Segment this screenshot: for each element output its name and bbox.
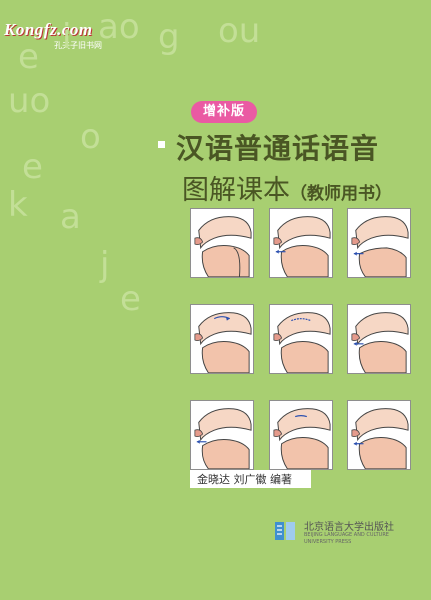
title-bullet [158, 141, 165, 148]
decor-letter: j [100, 245, 110, 285]
decor-letter: e [22, 147, 43, 187]
decor-letter: g [158, 17, 180, 57]
publisher-name-cn: 北京语言大学出版社 [304, 522, 394, 533]
decor-letter: i [62, 17, 72, 57]
articulation-diagram [347, 304, 411, 374]
decor-letter: k [8, 185, 28, 225]
decor-letter: ao [98, 7, 140, 47]
publisher-name-en-line1: BEIJING LANGUAGE AND CULTURE [304, 532, 389, 538]
decor-letter: e [120, 279, 141, 319]
watermark: Kongfz.com 孔夫子旧书网 [4, 20, 102, 50]
publisher-block: 北京语言大学出版社 BEIJING LANGUAGE AND CULTURE U… [274, 514, 424, 554]
watermark-site: Kongfz.com [4, 20, 93, 39]
decor-letter: ou [218, 11, 261, 51]
edition-badge: 增补版 [191, 101, 257, 123]
articulation-diagram-grid [190, 208, 413, 470]
articulation-diagram [190, 208, 254, 278]
decor-letter: a [60, 197, 81, 237]
publisher-logo-icon [275, 522, 295, 540]
book-subtitle: 图解课本（教师用书） [182, 168, 392, 207]
publisher-name-en: BEIJING LANGUAGE AND CULTURE UNIVERSITY … [304, 532, 389, 546]
subtitle-paren: （教师用书） [290, 184, 392, 204]
subtitle-main: 图解课本 [182, 175, 290, 206]
decor-letter: o [80, 117, 101, 157]
watermark-tagline: 孔夫子旧书网 [54, 41, 102, 50]
decor-letter: e [18, 37, 39, 77]
articulation-diagram [269, 400, 333, 470]
articulation-diagram [269, 208, 333, 278]
articulation-diagram [347, 208, 411, 278]
articulation-diagram [269, 304, 333, 374]
articulation-diagram [347, 400, 411, 470]
publisher-name-en-line2: UNIVERSITY PRESS [304, 539, 352, 545]
authors: 金晓达 刘广徽 编著 [197, 473, 292, 486]
articulation-diagram [190, 304, 254, 374]
book-title: 汉语普通话语音 [176, 132, 380, 165]
articulation-diagram [190, 400, 254, 470]
author-band [190, 470, 311, 488]
decor-letter: uo [8, 81, 51, 121]
